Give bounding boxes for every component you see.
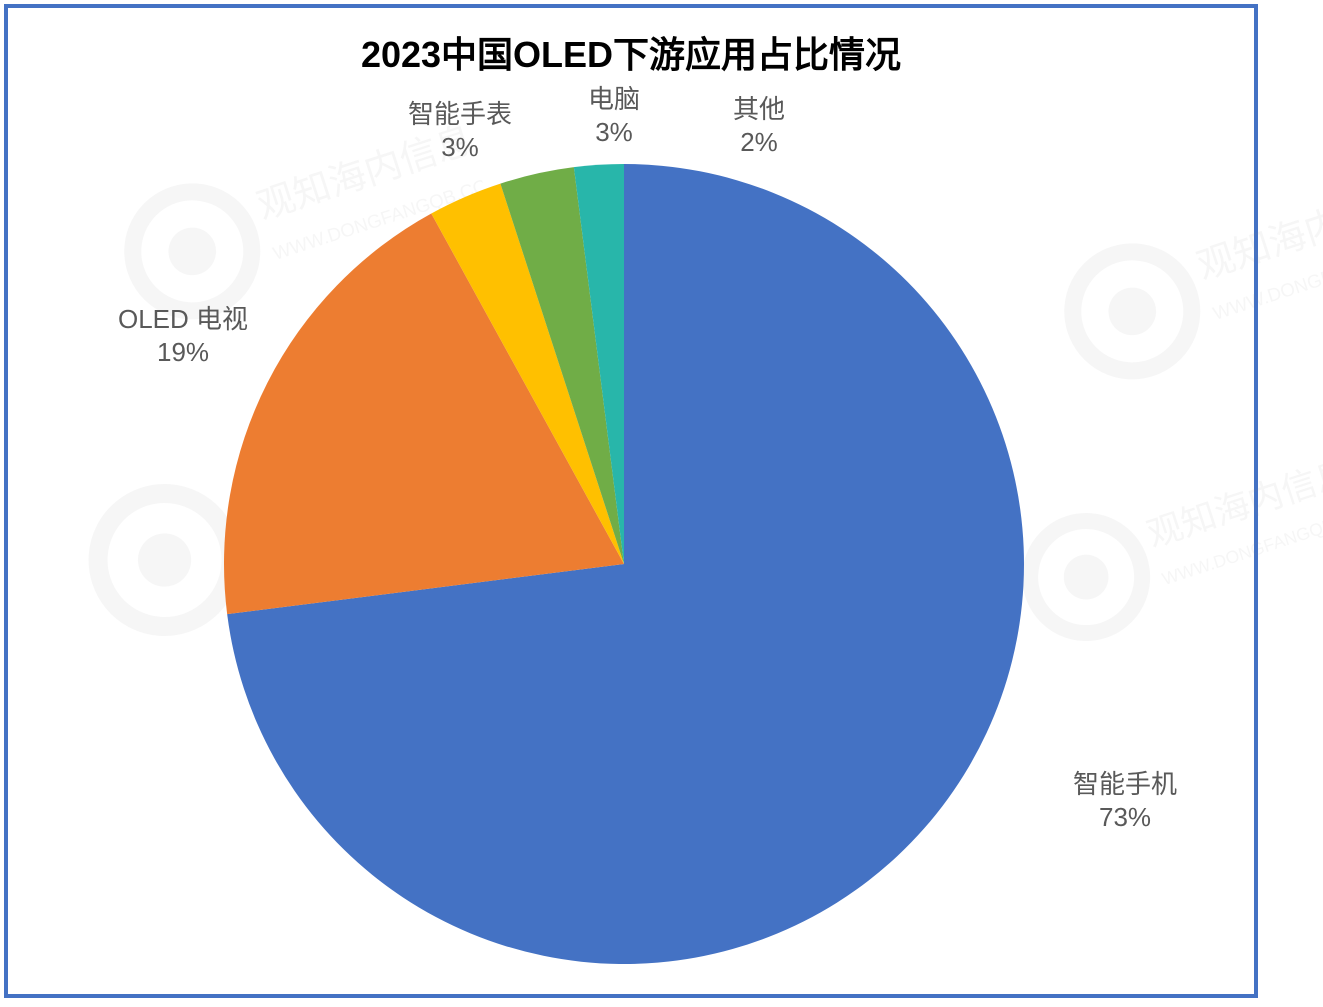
slice-label: 电脑3% (588, 83, 640, 148)
slice-label-name: 其他 (733, 93, 785, 126)
slice-label-percent: 73% (1073, 801, 1177, 834)
slice-label: 其他2% (733, 93, 785, 158)
slice-label-percent: 19% (118, 336, 248, 369)
slice-label-name: 电脑 (588, 83, 640, 116)
slice-label: 智能手机73% (1073, 768, 1177, 833)
pie-chart (8, 8, 1262, 1002)
slice-label-name: 智能手表 (408, 98, 512, 131)
slice-label-name: OLED 电视 (118, 303, 248, 336)
chart-frame: 2023中国OLED下游应用占比情况 观知海内信息网WWW.DONGFANGQB… (4, 4, 1258, 998)
slice-label-percent: 3% (588, 116, 640, 149)
slice-label-percent: 2% (733, 126, 785, 159)
slice-label: OLED 电视19% (118, 303, 248, 368)
slice-label-percent: 3% (408, 131, 512, 164)
slice-label: 智能手表3% (408, 98, 512, 163)
slice-label-name: 智能手机 (1073, 768, 1177, 801)
